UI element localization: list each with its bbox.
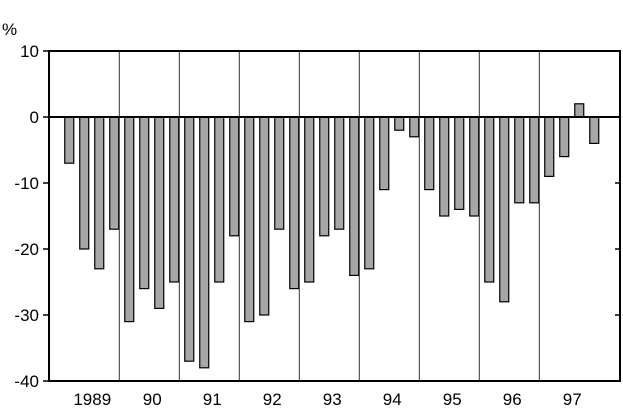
bar	[244, 116, 255, 323]
y-tick-label: -10	[14, 174, 39, 193]
bar	[334, 116, 345, 230]
bar	[349, 116, 360, 276]
bar	[424, 116, 435, 191]
bar	[154, 116, 165, 309]
bar	[364, 116, 375, 270]
x-tick-label: 97	[563, 390, 582, 409]
y-tick-label: 10	[20, 42, 39, 61]
x-tick-label: 94	[383, 390, 402, 409]
y-tick-label: 0	[30, 108, 39, 127]
bar	[379, 116, 390, 191]
bar	[214, 116, 225, 283]
x-tick-label: 91	[203, 390, 222, 409]
bar	[259, 116, 270, 316]
bar	[109, 116, 120, 230]
x-tick-label: 92	[263, 390, 282, 409]
bar	[394, 116, 405, 131]
x-tick-label: 1989	[73, 390, 111, 409]
x-axis-labels: 1989 90 91 92 93 94 95 96 97	[73, 390, 581, 409]
y-tick-label: -20	[14, 240, 39, 259]
bar	[124, 116, 135, 323]
bar	[469, 116, 480, 217]
x-tick-label: 95	[443, 390, 462, 409]
bar	[229, 116, 240, 237]
bar	[484, 116, 495, 283]
bar	[274, 116, 285, 230]
bar	[64, 116, 75, 164]
bar	[139, 116, 150, 290]
bar	[529, 116, 540, 204]
bar	[169, 116, 180, 283]
bar	[319, 116, 330, 237]
bar	[544, 116, 555, 178]
x-tick-label: 93	[323, 390, 342, 409]
bars	[64, 103, 600, 369]
bar	[559, 116, 570, 158]
bar	[409, 116, 420, 138]
bar	[514, 116, 525, 204]
bar	[439, 116, 450, 217]
y-tick-label: -40	[14, 372, 39, 391]
bar	[199, 116, 210, 369]
bar	[184, 116, 195, 362]
y-axis-unit-label: %	[2, 20, 17, 39]
axes	[48, 50, 621, 382]
bar	[454, 116, 465, 211]
bar	[574, 103, 585, 118]
x-tick-label: 96	[503, 390, 522, 409]
bar	[499, 116, 510, 303]
y-tick-label: -30	[14, 306, 39, 325]
bar	[589, 116, 600, 144]
bar	[289, 116, 300, 290]
y-axis-ticks: 10 0 -10 -20 -30 -40	[14, 42, 620, 391]
bar	[79, 116, 90, 250]
bar	[94, 116, 105, 270]
x-tick-label: 90	[143, 390, 162, 409]
bar	[304, 116, 315, 283]
plot-frame	[48, 50, 621, 382]
